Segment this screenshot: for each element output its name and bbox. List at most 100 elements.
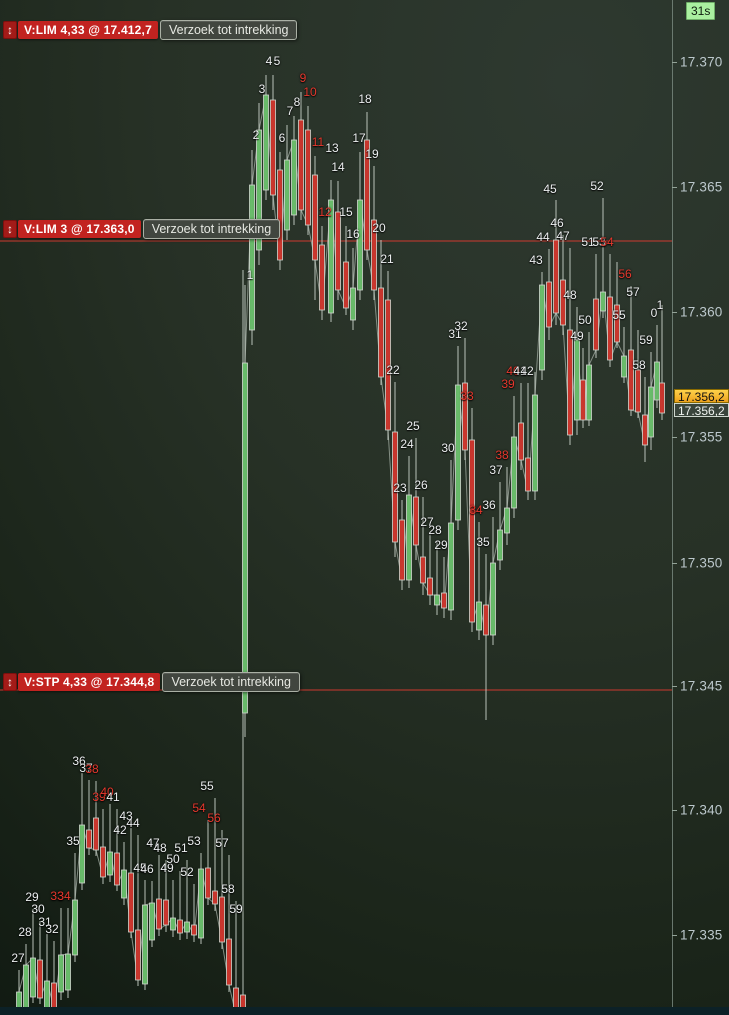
bottom-panel-edge	[0, 1007, 729, 1015]
bar-number-label: 6	[278, 131, 286, 145]
cancel-order-button[interactable]: Verzoek tot intrekking	[159, 19, 298, 40]
bar-number-label: 57	[215, 836, 229, 850]
candle	[79, 824, 85, 884]
bar-number-label: 52	[180, 865, 194, 879]
candle	[242, 362, 248, 714]
axis-tick	[672, 312, 677, 313]
candle	[448, 522, 454, 611]
price-axis-label: 17.345	[680, 678, 723, 694]
drag-updown-icon[interactable]: ↕	[3, 219, 17, 238]
bar-number-label: 36	[482, 498, 496, 512]
order-label[interactable]: V:LIM 3 @ 17.363,0	[18, 219, 141, 238]
bar-number-label: 10	[303, 85, 317, 99]
bar-number-label: 11	[311, 135, 325, 149]
bar-number-label: 24	[400, 437, 414, 451]
bar-number-label: 32	[45, 922, 59, 936]
candle	[532, 394, 538, 492]
bar-number-label: 56	[207, 811, 221, 825]
candle	[298, 119, 304, 211]
bar-number-label: 35	[66, 834, 80, 848]
candle	[462, 382, 468, 451]
candle	[642, 414, 648, 446]
bar-number-label: 30	[441, 441, 455, 455]
axis-tick	[672, 563, 677, 564]
bar-number-label: 47	[146, 836, 160, 850]
last-price-axis-tag: 17.356,2	[674, 403, 729, 418]
candle	[614, 304, 620, 343]
candle	[135, 929, 141, 981]
price-axis-label: 17.335	[680, 927, 723, 943]
candle	[476, 601, 482, 631]
bar-number-label: 20	[372, 221, 386, 235]
bar-number-label: 29	[25, 890, 39, 904]
candle	[86, 829, 92, 849]
candle	[226, 938, 232, 986]
price-axis-line	[672, 0, 673, 1015]
candle	[100, 846, 106, 878]
bar-number-label: 7	[286, 104, 294, 118]
bar-number-label: 42	[520, 364, 534, 378]
order-label[interactable]: V:STP 4,33 @ 17.344,8	[18, 672, 161, 691]
candle	[191, 924, 197, 936]
candle	[511, 436, 517, 509]
candle	[212, 890, 218, 905]
candle	[546, 281, 552, 328]
candle	[560, 279, 566, 326]
bar-number-label: 59	[229, 902, 243, 916]
candle	[518, 422, 524, 461]
bar-number-label: 50	[578, 313, 592, 327]
price-axis-label: 17.365	[680, 179, 723, 195]
candle	[593, 298, 599, 351]
candle	[335, 211, 341, 291]
bar-number-label: 28	[18, 925, 32, 939]
candle	[219, 896, 225, 943]
candle	[364, 139, 370, 251]
drag-updown-icon[interactable]: ↕	[3, 672, 17, 691]
bar-number-label: 56	[618, 267, 632, 281]
candle	[648, 386, 654, 438]
candle	[184, 921, 190, 933]
bar-number-label: 27	[11, 951, 25, 965]
candle	[149, 902, 155, 941]
bar-number-label: 12	[318, 205, 332, 219]
candle	[553, 239, 559, 314]
candle	[51, 982, 57, 1009]
candle	[205, 867, 211, 899]
bar-number-label: 55	[200, 779, 214, 793]
candle	[114, 852, 120, 886]
bar-number-label: 27	[420, 515, 434, 529]
bar-number-label: 25	[406, 419, 420, 433]
candle	[628, 349, 634, 411]
bar-number-label: 44	[126, 816, 140, 830]
bar-number-label: 2	[252, 128, 260, 142]
candle	[343, 261, 349, 309]
bar-number-label: 32	[454, 319, 468, 333]
candle	[270, 99, 276, 196]
drag-updown-icon[interactable]: ↕	[3, 20, 17, 39]
bar-number-label: 8	[293, 95, 301, 109]
order-row-lim-2: ↕ V:LIM 3 @ 17.363,0 Verzoek tot intrekk…	[3, 218, 281, 239]
cancel-order-button[interactable]: Verzoek tot intrekking	[142, 218, 281, 239]
bar-number-label: 39	[92, 790, 106, 804]
candle	[305, 129, 311, 226]
bar-number-label: 30	[31, 902, 45, 916]
candle	[357, 199, 363, 291]
cancel-order-button[interactable]: Verzoek tot intrekking	[162, 671, 300, 692]
bar-number-label: 53	[187, 834, 201, 848]
price-axis-label: 17.350	[680, 555, 723, 571]
candle	[37, 959, 43, 999]
candle	[483, 604, 489, 636]
order-price-axis-tag: 17.356,2	[674, 389, 729, 404]
bar-number-label: 40	[506, 364, 520, 378]
order-row-lim-1: ↕ V:LIM 4,33 @ 17.412,7 Verzoek tot intr…	[3, 19, 298, 40]
bar-number-label: 16	[346, 227, 360, 241]
bar-number-label: 38	[85, 762, 99, 776]
candle	[539, 284, 545, 371]
bar-number-label: 31	[448, 327, 462, 341]
bar-number-label: 49	[160, 861, 174, 875]
candle	[635, 369, 641, 413]
candle	[65, 953, 71, 991]
bar-number-label: 51	[174, 841, 188, 855]
order-label[interactable]: V:LIM 4,33 @ 17.412,7	[18, 20, 158, 39]
bar-number-label: 21	[380, 252, 394, 266]
